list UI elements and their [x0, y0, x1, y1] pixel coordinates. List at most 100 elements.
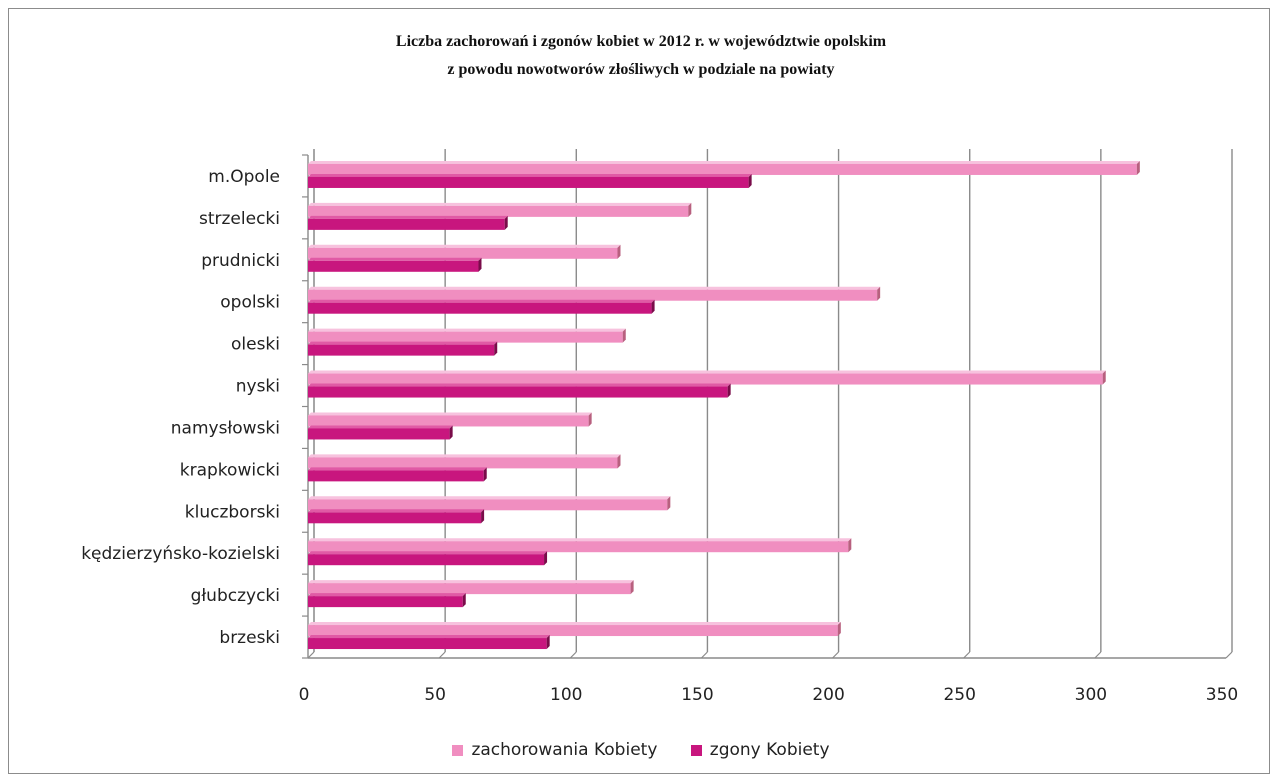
bar-end-s0-5: [1102, 370, 1106, 385]
x-tick-label-1: 50: [424, 685, 446, 705]
category-label-10: głubczycki: [191, 586, 280, 606]
bar-end-s0-9: [848, 538, 852, 553]
bar-top-s0-8: [308, 496, 671, 500]
bar-end-s1-11: [546, 635, 550, 650]
category-label-7: krapkowicki: [180, 460, 280, 480]
legend-label-0: zachorowania Kobiety: [471, 740, 658, 760]
chart-title-line1: Liczba zachorowań i zgonów kobiet w 2012…: [395, 33, 887, 50]
floor-tick-2: [569, 651, 577, 659]
category-label-5: nyski: [236, 377, 280, 397]
bar-end-s1-3: [651, 299, 655, 314]
bar-end-s1-8: [481, 509, 485, 524]
category-label-6: namysłowski: [171, 418, 280, 438]
bar-top-s1-10: [308, 593, 466, 597]
floor-tick-3: [701, 651, 708, 659]
floor-tick-0: [307, 651, 315, 659]
x-tick-label-4: 200: [812, 685, 844, 705]
category-label-1: strzelecki: [199, 209, 280, 229]
bar-top-s1-2: [308, 257, 482, 261]
bar-end-s1-5: [727, 383, 731, 398]
bar-top-s0-2: [308, 244, 621, 248]
bar-s0-2: [308, 247, 618, 259]
bar-top-s1-4: [308, 341, 498, 345]
floor-tick-1: [438, 651, 446, 659]
bar-s1-10: [308, 596, 463, 608]
bar-s1-7: [308, 470, 484, 482]
bar-top-s0-6: [308, 412, 592, 416]
bar-top-s1-7: [308, 467, 487, 471]
legend-label-1: zgony Kobiety: [709, 740, 830, 760]
bar-top-s0-7: [308, 454, 621, 458]
bar-end-s0-1: [688, 202, 692, 217]
bar-s0-7: [308, 457, 618, 469]
bar-s1-8: [308, 512, 482, 524]
bar-top-s1-9: [308, 551, 548, 555]
floor-tick-6: [1094, 651, 1102, 659]
legend-swatch-0: [452, 744, 464, 756]
bar-end-s0-7: [617, 454, 621, 469]
bar-s1-5: [308, 386, 728, 398]
bar-end-s0-0: [1136, 160, 1140, 175]
bar-top-s0-5: [308, 370, 1106, 374]
bar-end-s1-0: [748, 173, 752, 188]
bar-s0-4: [308, 331, 623, 343]
chart-title-line2: z powodu nowotworów złośliwych w podzial…: [447, 61, 835, 78]
bar-end-s1-10: [462, 593, 466, 608]
bar-top-s1-1: [308, 215, 508, 219]
x-tick-label-6: 300: [1075, 685, 1107, 705]
category-label-3: opolski: [220, 293, 280, 313]
legend-swatch-1: [690, 744, 702, 756]
bar-end-s0-8: [667, 496, 671, 511]
legend: zachorowania Kobiety zgony Kobiety: [0, 740, 1282, 761]
bar-end-s0-3: [877, 286, 881, 301]
bar-end-s1-9: [544, 551, 548, 566]
category-label-9: kędzierzyńsko-kozielski: [81, 544, 280, 564]
category-label-2: prudnicki: [201, 251, 280, 271]
bar-s1-6: [308, 428, 450, 440]
bar-end-s0-10: [630, 580, 634, 595]
bar-top-s0-1: [308, 202, 692, 206]
x-tick-label-5: 250: [943, 685, 975, 705]
chart-title: Liczba zachorowań i zgonów kobiet w 2012…: [0, 28, 1282, 84]
bar-top-s0-11: [308, 622, 841, 626]
bar-end-s0-11: [837, 622, 841, 637]
bar-s1-9: [308, 554, 545, 566]
legend-item-1: zgony Kobiety: [690, 740, 830, 760]
bar-top-s0-9: [308, 538, 852, 542]
bar-top-s0-4: [308, 328, 626, 332]
bar-s0-10: [308, 583, 631, 595]
bar-end-s1-2: [478, 257, 482, 272]
bar-s0-8: [308, 499, 668, 511]
bar-top-s1-11: [308, 635, 550, 639]
bar-s0-5: [308, 373, 1103, 385]
bar-s0-0: [308, 163, 1137, 175]
bar-s1-0: [308, 176, 749, 188]
x-tick-label-0: 0: [299, 685, 310, 705]
category-label-11: brzeski: [219, 628, 280, 648]
bar-s0-9: [308, 541, 849, 553]
x-tick-label-7: 350: [1206, 685, 1238, 705]
x-tick-label-2: 100: [550, 685, 582, 705]
bar-end-s0-4: [622, 328, 626, 343]
bar-end-s1-6: [449, 425, 453, 440]
x-tick-label-3: 150: [681, 685, 713, 705]
floor-tick-4: [832, 651, 839, 659]
bar-top-s0-10: [308, 580, 634, 584]
category-label-4: oleski: [231, 335, 280, 355]
bar-s1-3: [308, 302, 652, 314]
bar-s0-11: [308, 625, 838, 637]
floor-tick-7: [1225, 651, 1233, 659]
bar-end-s1-1: [504, 215, 508, 230]
bar-top-s1-8: [308, 509, 485, 513]
bar-s0-3: [308, 289, 878, 301]
bar-s1-4: [308, 344, 495, 356]
bar-end-s1-7: [483, 467, 487, 482]
bar-s1-2: [308, 260, 479, 272]
bar-s1-11: [308, 638, 547, 650]
category-label-8: kluczborski: [185, 502, 280, 522]
bar-end-s1-4: [494, 341, 498, 356]
bar-s1-1: [308, 218, 505, 230]
bar-chart: m.Opole strzelecki prudnicki opolski oleski n…: [81, 149, 1238, 705]
bar-top-s0-3: [308, 286, 881, 290]
bar-s0-6: [308, 415, 589, 427]
